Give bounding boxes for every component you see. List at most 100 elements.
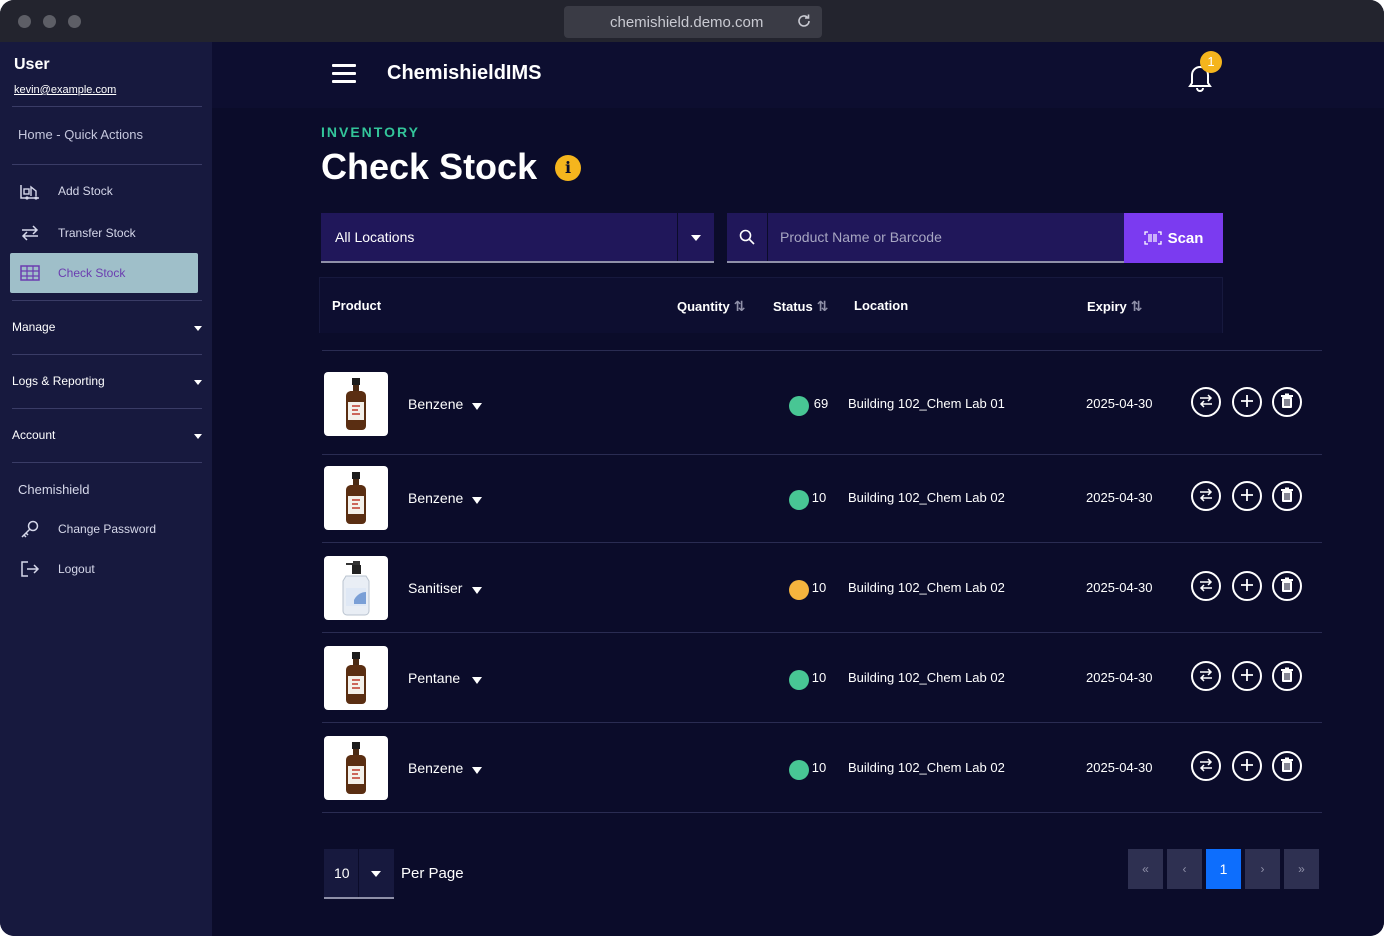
page-title: Check Stock [321, 146, 538, 187]
scan-button-label: Scan [1167, 229, 1204, 247]
divider [12, 164, 202, 165]
delete-button[interactable] [1272, 751, 1302, 781]
sidebar-section-logs-reporting[interactable]: Logs & Reporting [12, 374, 202, 394]
user-email-link[interactable]: kevin@example.com [14, 84, 117, 96]
sort-icon[interactable]: ⇅ [816, 298, 829, 314]
divider [12, 354, 202, 355]
sidebar-item-label: Transfer Stock [58, 226, 136, 240]
plus-icon [1239, 577, 1255, 596]
search-input[interactable] [768, 213, 1124, 261]
add-button[interactable] [1232, 571, 1262, 601]
divider [12, 462, 202, 463]
quantity-value: 10 [811, 760, 827, 775]
last-page-button[interactable]: » [1284, 849, 1319, 889]
org-name: Chemishield [18, 482, 90, 497]
expiry-value: 2025-04-30 [1086, 760, 1153, 775]
divider [358, 849, 359, 897]
quantity-value: 10 [811, 670, 827, 685]
expand-caret-icon[interactable] [472, 677, 482, 684]
expand-caret-icon[interactable] [472, 587, 482, 594]
product-image [324, 372, 388, 436]
sidebar-item-label: Check Stock [58, 266, 126, 280]
add-button[interactable] [1232, 751, 1262, 781]
swap-arrows-icon [1197, 756, 1215, 777]
home-quick-actions-link[interactable]: Home - Quick Actions [18, 127, 143, 142]
swap-arrows-icon [1197, 392, 1215, 413]
add-button[interactable] [1232, 481, 1262, 511]
add-button[interactable] [1232, 661, 1262, 691]
next-page-button[interactable]: › [1245, 849, 1280, 889]
table-divider [322, 350, 1322, 351]
expand-caret-icon[interactable] [472, 403, 482, 410]
logout-icon [19, 558, 41, 580]
chevron-down-icon [194, 380, 202, 385]
title-bar: chemishield.demo.com [0, 0, 1384, 42]
product-name: Sanitiser [408, 580, 463, 596]
transfer-button[interactable] [1191, 387, 1221, 417]
table-header: Product Quantity ⇅ Status ⇅ Location Expir… [319, 277, 1223, 333]
sidebar-item-logout[interactable]: Logout [10, 550, 198, 588]
delete-button[interactable] [1272, 661, 1302, 691]
minimize-window-button[interactable] [43, 15, 56, 28]
brand-title: ChemishieldIMS [387, 62, 542, 84]
delete-button[interactable] [1272, 481, 1302, 511]
maximize-window-button[interactable] [68, 15, 81, 28]
status-indicator [789, 490, 809, 510]
search-icon [739, 229, 755, 245]
expand-caret-icon[interactable] [472, 497, 482, 504]
sidebar-item-label: Change Password [58, 522, 157, 536]
product-name: Benzene [408, 760, 464, 776]
first-page-button[interactable]: « [1128, 849, 1163, 889]
sidebar-item-transfer-stock[interactable]: Transfer Stock [10, 214, 198, 252]
transfer-button[interactable] [1191, 751, 1221, 781]
sidebar-item-change-password[interactable]: Change Password [10, 510, 198, 548]
divider [12, 106, 202, 107]
scan-button[interactable]: Scan [1124, 213, 1223, 263]
chevron-down-icon [194, 326, 202, 331]
column-header-quantity[interactable]: Quantity ⇅ [677, 298, 746, 314]
address-bar[interactable]: chemishield.demo.com [564, 6, 822, 38]
divider [12, 408, 202, 409]
sidebar-item-add-stock[interactable]: Add Stock [10, 172, 198, 210]
delete-button[interactable] [1272, 387, 1302, 417]
close-window-button[interactable] [18, 15, 31, 28]
chevron-down-icon [194, 434, 202, 439]
location-select[interactable]: All Locations [321, 213, 714, 263]
column-header-status[interactable]: Status ⇅ [773, 298, 829, 314]
info-icon[interactable]: i [555, 155, 581, 181]
section-label: Account [12, 428, 56, 442]
swap-arrows-icon [1197, 666, 1215, 687]
forklift-icon [19, 180, 41, 202]
transfer-button[interactable] [1191, 481, 1221, 511]
chevron-down-icon [371, 871, 381, 877]
sidebar-section-account[interactable]: Account [12, 428, 202, 448]
hamburger-menu-icon[interactable] [332, 64, 356, 84]
per-page-select[interactable]: 10 [324, 849, 394, 899]
divider [767, 213, 768, 261]
sidebar-item-check-stock[interactable]: Check Stock [10, 253, 198, 293]
plus-icon [1239, 757, 1255, 776]
sidebar-item-label: Add Stock [58, 184, 113, 198]
previous-page-button[interactable]: ‹ [1167, 849, 1202, 889]
product-name: Benzene [408, 490, 464, 506]
page-button-current[interactable]: 1 [1206, 849, 1241, 889]
sort-icon[interactable]: ⇅ [1130, 298, 1143, 314]
add-button[interactable] [1232, 387, 1262, 417]
sort-icon[interactable]: ⇅ [733, 298, 746, 314]
transfer-button[interactable] [1191, 661, 1221, 691]
plus-icon [1239, 393, 1255, 412]
column-header-expiry[interactable]: Expiry ⇅ [1087, 298, 1143, 314]
sidebar-section-manage[interactable]: Manage [12, 320, 202, 340]
quantity-value: 10 [811, 490, 827, 505]
swap-arrows-icon [1197, 486, 1215, 507]
expiry-value: 2025-04-30 [1086, 580, 1153, 595]
table-row: Sanitiser 10 Building 102_Chem Lab 02 2025-… [322, 544, 1322, 632]
delete-button[interactable] [1272, 571, 1302, 601]
transfer-arrows-icon [19, 222, 41, 244]
location-value: Building 102_Chem Lab 02 [848, 580, 1005, 595]
transfer-button[interactable] [1191, 571, 1221, 601]
quantity-value: 10 [811, 580, 827, 595]
expand-caret-icon[interactable] [472, 767, 482, 774]
reload-icon[interactable] [796, 13, 812, 29]
